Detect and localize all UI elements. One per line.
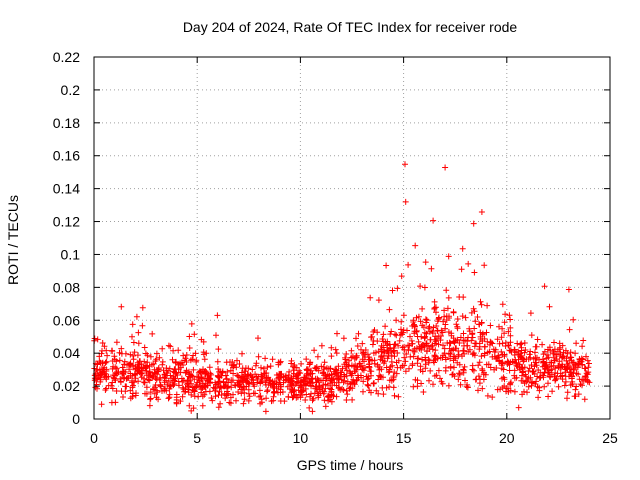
x-tick-label: 15 [396,430,412,446]
y-tick-label: 0.1 [61,246,81,262]
x-tick-label: 25 [602,430,618,446]
scatter-points [91,161,593,415]
x-tick-label: 5 [193,430,201,446]
y-axis-label: ROTI / TECUs [5,195,21,285]
x-tick-labels: 0 5 10 15 20 25 [90,430,618,446]
y-tick-label: 0.04 [53,345,80,361]
y-tick-label: 0.18 [53,115,80,131]
y-tick-label: 0 [72,411,80,427]
y-tick-label: 0.02 [53,378,80,394]
scatter-point [91,161,593,415]
y-tick-label: 0.06 [53,312,80,328]
y-tick-label: 0.2 [61,82,81,98]
plot-frame [93,56,611,420]
y-tick-label: 0.22 [53,49,80,65]
x-tick-label: 0 [90,430,98,446]
y-tick-label: 0.14 [53,181,80,197]
y-tick-labels: 0 0.02 0.04 0.06 0.08 0.1 0.12 0.14 0.16 0.18 0.2 0… [53,49,80,427]
grid-lines [94,57,610,419]
y-tick-label: 0.08 [53,279,80,295]
y-tick-label: 0.12 [53,214,80,230]
x-axis-label: GPS time / hours [297,457,404,473]
y-tick-label: 0.16 [53,148,80,164]
x-tick-label: 10 [293,430,309,446]
x-tick-label: 20 [499,430,515,446]
chart-title: Day 204 of 2024, Rate Of TEC Index for r… [183,19,518,35]
axis-ticks [93,56,611,420]
